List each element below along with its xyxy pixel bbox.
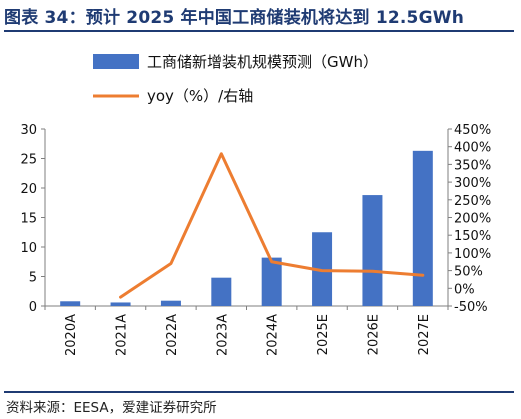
title-rule <box>4 30 514 32</box>
x-tick-label: 2027E <box>417 314 432 355</box>
legend-bar-label: 工商储新增装机规模预测（GWh） <box>147 53 378 71</box>
bar <box>211 277 232 306</box>
yoy-line <box>119 152 425 299</box>
legend-bar-swatch <box>93 54 139 69</box>
x-tick-label: 2021A <box>115 314 130 356</box>
bar <box>110 302 131 306</box>
source-note: 资料来源：EESA，爱建证券研究所 <box>6 400 217 416</box>
left-tick-label: 20 <box>20 182 37 197</box>
plot-area: 0 5 10 15 20 25 30 -50% 0% 50% 100% 150% 200% 250% 300… <box>20 123 491 356</box>
legend-line-label: yoy（%）/右轴 <box>147 87 253 105</box>
x-tick-label: 2022A <box>165 314 180 356</box>
right-tick-label: 100% <box>454 247 491 262</box>
right-tick-label: -50% <box>454 300 488 315</box>
bar <box>160 300 181 306</box>
footer-rule <box>4 391 514 393</box>
left-tick-label: 25 <box>20 153 37 168</box>
left-tick-label: 10 <box>20 241 37 256</box>
chart: 工商储新增装机规模预测（GWh） yoy（%）/右轴 0 5 10 15 20 25 30 -… <box>20 53 491 356</box>
left-tick-label: 15 <box>20 212 37 227</box>
bar <box>60 301 81 306</box>
right-tick-label: 400% <box>454 141 491 156</box>
left-tick-label: 30 <box>20 123 37 138</box>
x-tick-label: 2024A <box>266 314 281 356</box>
x-tick-label: 2025E <box>316 314 331 355</box>
bar <box>261 257 282 306</box>
x-tick-label: 2020A <box>64 314 79 356</box>
right-tick-label: 200% <box>454 212 491 227</box>
right-tick-label: 300% <box>454 176 491 191</box>
right-tick-label: 250% <box>454 194 491 209</box>
right-tick-label: 50% <box>454 265 483 280</box>
right-tick-label: 450% <box>454 123 491 138</box>
x-tick-label: 2023A <box>215 314 230 356</box>
right-tick-label: 150% <box>454 229 491 244</box>
right-tick-label: 350% <box>454 158 491 173</box>
x-tick-label: 2026E <box>366 314 381 355</box>
bar <box>362 195 383 306</box>
chart-title: 图表 34：预计 2025 年中国工商储装机将达到 12.5GWh <box>4 8 464 28</box>
bar <box>412 150 433 306</box>
left-tick-label: 5 <box>29 271 37 286</box>
left-tick-label: 0 <box>29 300 37 315</box>
legend: 工商储新增装机规模预测（GWh） yoy（%）/右轴 <box>93 53 378 105</box>
right-tick-label: 0% <box>454 282 475 297</box>
